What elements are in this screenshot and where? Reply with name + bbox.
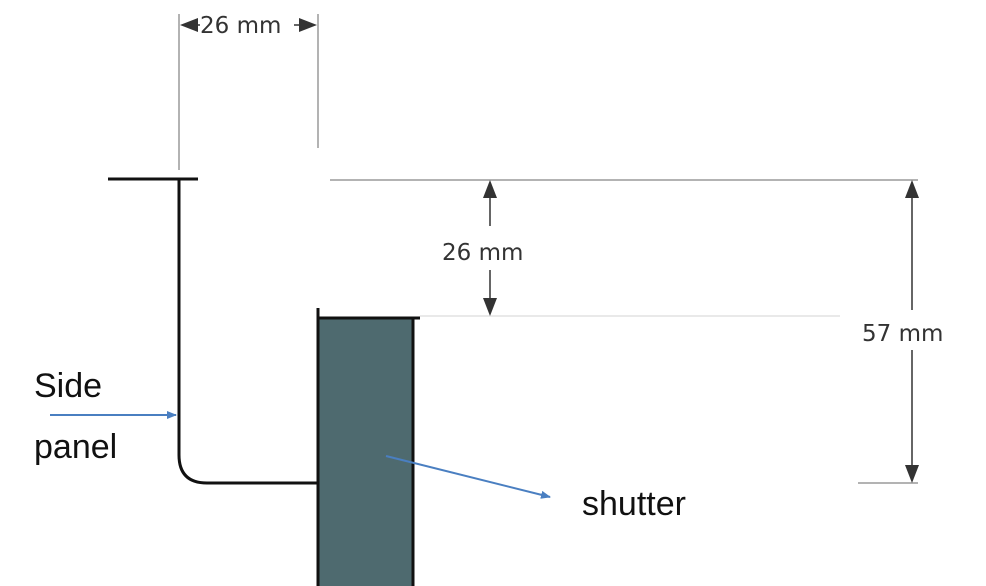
side-panel-label-line2: panel [34,428,117,466]
side-panel-label-line1: Side [34,367,102,405]
arrowhead-up-icon [905,180,919,198]
arrowhead-down-icon [483,298,497,316]
gap-height-label: 26 mm [442,240,523,266]
shutter [316,308,420,586]
side-panel [108,177,318,485]
arrowhead-right-icon [299,18,317,32]
top-width-dimension: 26 mm [178,10,319,170]
shutter-body [318,318,413,586]
arrowhead-left-icon [180,18,198,32]
total-height-label: 57 mm [862,321,943,347]
shutter-callout: shutter [385,455,686,523]
shutter-label: shutter [582,485,686,523]
top-width-label: 26 mm [200,13,281,39]
arrowhead-up-icon [483,180,497,198]
gap-height-dimension: 26 mm [442,180,523,316]
callout-arrow-icon [385,455,551,499]
total-height-dimension: 57 mm [862,180,943,483]
extension-lines [330,179,918,484]
arrowhead-down-icon [905,465,919,483]
side-panel-callout: Side panel [34,367,177,466]
